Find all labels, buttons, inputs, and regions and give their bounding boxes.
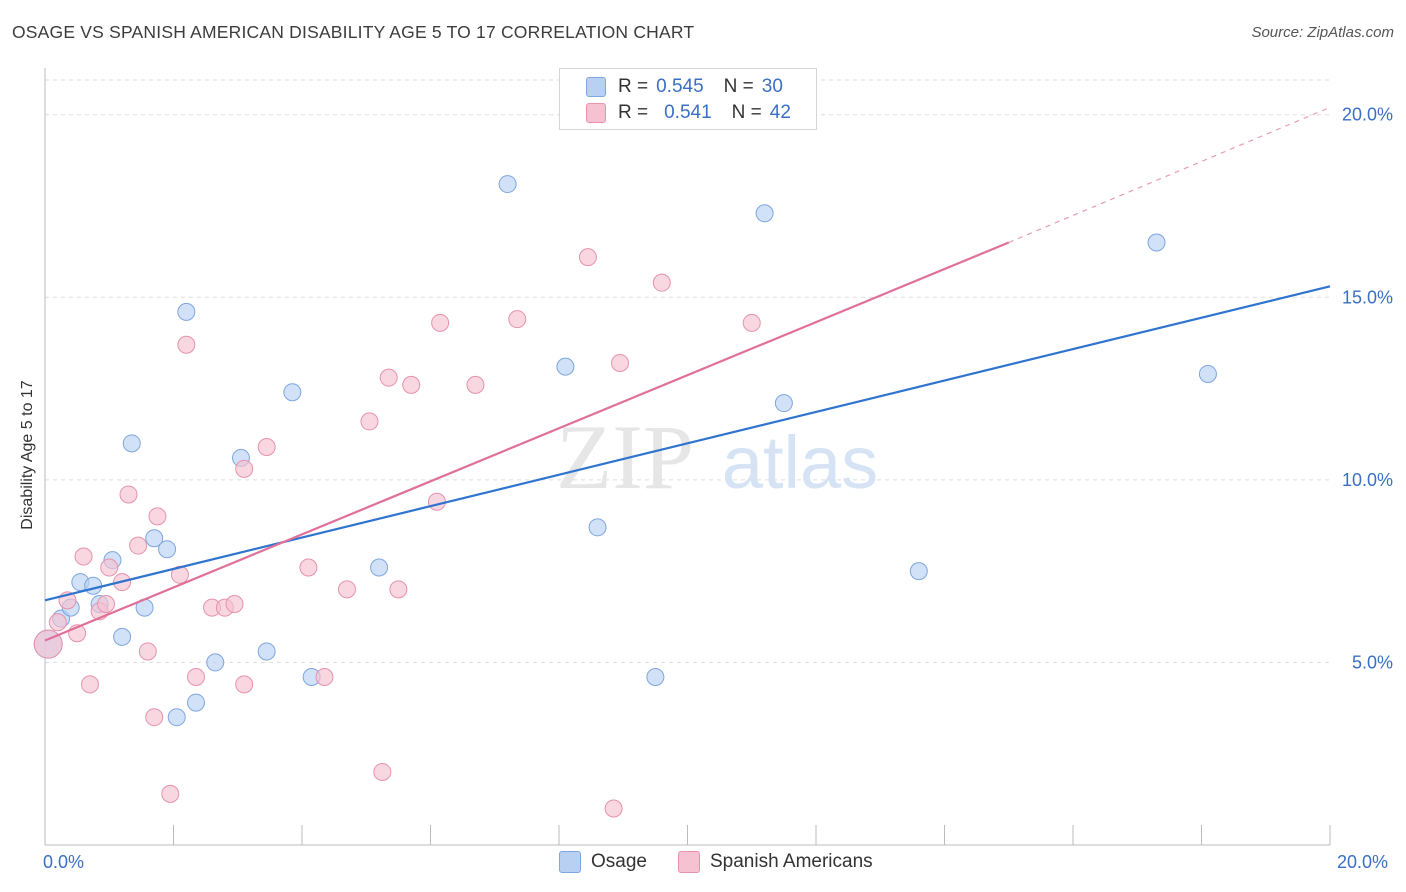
point-osage [774,394,793,413]
legend-r-value: 0.541 [664,102,712,123]
legend-n-label: N = [731,102,762,123]
y-tick-label: 15.0% [1342,287,1393,307]
point-spanish [80,675,99,694]
point-spanish [225,594,244,613]
point-spanish [148,507,167,526]
point-spanish [119,485,138,504]
point-spanish [145,708,164,727]
y-tick-label: 5.0% [1352,652,1393,672]
legend-n-value: 42 [769,102,791,123]
legend-swatch-spanish [678,851,700,873]
point-spanish [379,368,398,387]
series-legend: Osage Spanish Americans [0,851,1406,879]
point-osage [113,627,132,646]
point-spanish [611,353,630,372]
legend-label-osage: Osage [591,851,647,872]
chart-title: OSAGE VS SPANISH AMERICAN DISABILITY AGE… [12,22,695,42]
point-osage [755,204,774,223]
point-spanish [360,412,379,431]
point-osage [167,708,186,727]
point-osage [283,383,302,402]
legend-r-value: 0.545 [656,76,704,97]
point-spanish [235,459,254,478]
point-spanish [315,668,334,687]
point-osage [186,693,205,712]
point-spanish [74,547,93,566]
legend-r-label: R = [618,76,649,97]
point-spanish [138,642,157,661]
trend-extension-spanish [1008,106,1331,244]
legend-label-spanish: Spanish Americans [710,851,873,872]
point-spanish [48,613,67,632]
legend-swatch-osage [586,77,606,97]
point-spanish [129,536,148,555]
point-spanish [389,580,408,599]
legend-item-spanish: Spanish Americans [678,851,873,873]
point-osage [909,562,928,581]
point-osage [1198,364,1217,383]
legend-n-value: 30 [761,76,783,97]
point-spanish [235,675,254,694]
point-osage [158,540,177,559]
y-tick-label: 10.0% [1342,470,1393,490]
legend-item-osage: Osage [559,851,647,873]
point-spanish [373,762,392,781]
point-spanish [604,799,623,818]
point-spanish [100,558,119,577]
trend-line-osage [44,285,1331,602]
correlation-legend: R = 0.545 N = 30 R = 0.541 N = 42 [559,68,817,130]
watermark-zip: ZIP [556,406,694,508]
point-osage [145,529,164,548]
legend-r-label: R = [618,102,649,123]
point-spanish [186,668,205,687]
grid-lines [45,79,1330,663]
point-spanish [337,580,356,599]
point-osage [257,642,276,661]
x-tick-label-min: 0.0% [43,852,85,872]
legend-swatch-spanish [586,103,606,123]
point-osage [588,518,607,537]
point-osage [370,558,389,577]
trend-lines [44,106,1331,642]
point-osage [122,434,141,453]
y-axis-label: Disability Age 5 to 17 [19,380,36,530]
point-spanish [466,375,485,394]
point-osage [84,576,103,595]
point-spanish [97,594,116,613]
axes [44,68,1331,846]
x-tick-label-max: 20.0% [1337,852,1389,872]
point-osage [206,653,225,672]
point-osage [646,668,665,687]
point-spanish [742,313,761,332]
point-spanish [257,437,276,456]
point-osage [1147,233,1166,252]
point-spanish [652,273,671,292]
source-credit: Source: ZipAtlas.com [1251,24,1394,41]
point-osage [556,357,575,376]
point-spanish [299,558,318,577]
y-tick-label: 20.0% [1342,105,1393,125]
point-spanish [431,313,450,332]
legend-row-osage: R = 0.545 N = 30 [586,75,783,99]
data-points [33,175,1217,818]
point-osage [498,175,517,194]
point-osage [177,302,196,321]
watermark: ZIP atlas [556,406,878,508]
point-spanish [177,335,196,354]
y-tick-labels: 5.0% 10.0% 15.0% 20.0% [1342,105,1393,673]
point-spanish [161,784,180,803]
legend-swatch-osage [559,851,581,873]
legend-n-label: N = [723,76,754,97]
point-spanish [508,310,527,329]
point-spanish [427,492,446,511]
legend-row-spanish: R = 0.541 N = 42 [586,101,791,125]
point-spanish [402,375,421,394]
trend-line-spanish [44,241,1010,642]
watermark-atlas: atlas [722,421,878,504]
point-spanish [578,248,597,267]
